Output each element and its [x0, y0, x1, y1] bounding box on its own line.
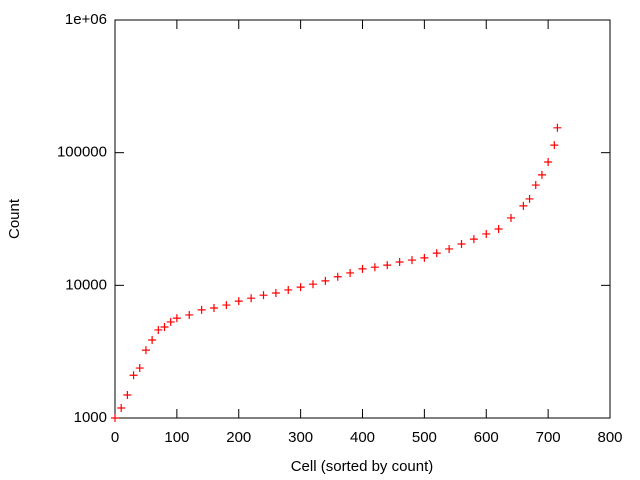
point: [154, 325, 163, 334]
point: [469, 235, 478, 244]
point: [129, 371, 138, 380]
point: [553, 123, 562, 132]
point: [531, 181, 540, 190]
x-tick-label: 200: [226, 429, 251, 446]
point: [210, 303, 218, 312]
point: [519, 201, 528, 210]
y-tick-label: 100000: [57, 144, 107, 161]
point: [117, 403, 126, 412]
point: [222, 301, 231, 310]
point: [408, 256, 416, 265]
point: [537, 170, 546, 179]
point: [172, 314, 181, 323]
x-tick-label: 600: [474, 429, 499, 446]
x-axis-label: Cell (sorted by count): [291, 458, 434, 475]
point: [432, 249, 441, 258]
point: [284, 285, 293, 294]
x-tick-label: 500: [412, 429, 437, 446]
point: [482, 229, 491, 238]
point: [160, 323, 169, 332]
point: [234, 297, 243, 306]
point: [550, 141, 559, 150]
point: [507, 213, 515, 222]
y-tick-label: 1e+06: [65, 11, 107, 28]
x-tick-label: 700: [536, 429, 561, 446]
point: [544, 158, 553, 167]
point: [309, 280, 317, 289]
x-tick-label: 800: [597, 429, 622, 446]
point: [333, 272, 342, 281]
point: [141, 346, 150, 355]
point: [148, 336, 157, 345]
plot-frame: [114, 19, 611, 419]
point: [445, 244, 454, 253]
point: [197, 305, 206, 314]
point: [111, 414, 119, 422]
point: [247, 294, 256, 303]
x-tick-label: 0: [111, 429, 119, 446]
x-tick-label: 400: [350, 429, 375, 446]
y-axis-label: Count: [6, 198, 23, 239]
point: [370, 263, 379, 272]
point: [185, 310, 194, 319]
point: [166, 317, 175, 326]
point: [123, 391, 132, 400]
point: [271, 289, 280, 298]
point: [321, 276, 330, 285]
point: [420, 253, 429, 262]
point: [395, 257, 404, 266]
point: [525, 194, 534, 203]
y-tick-label: 10000: [65, 276, 107, 293]
point: [346, 268, 355, 277]
point: [383, 261, 392, 270]
point: [135, 364, 144, 373]
point: [296, 283, 305, 292]
y-tick-label: 1000: [74, 409, 107, 426]
point: [259, 291, 268, 300]
x-tick-label: 300: [288, 429, 313, 446]
point: [358, 264, 367, 273]
point: [457, 239, 466, 248]
x-tick-label: 100: [164, 429, 189, 446]
point: [494, 224, 503, 233]
